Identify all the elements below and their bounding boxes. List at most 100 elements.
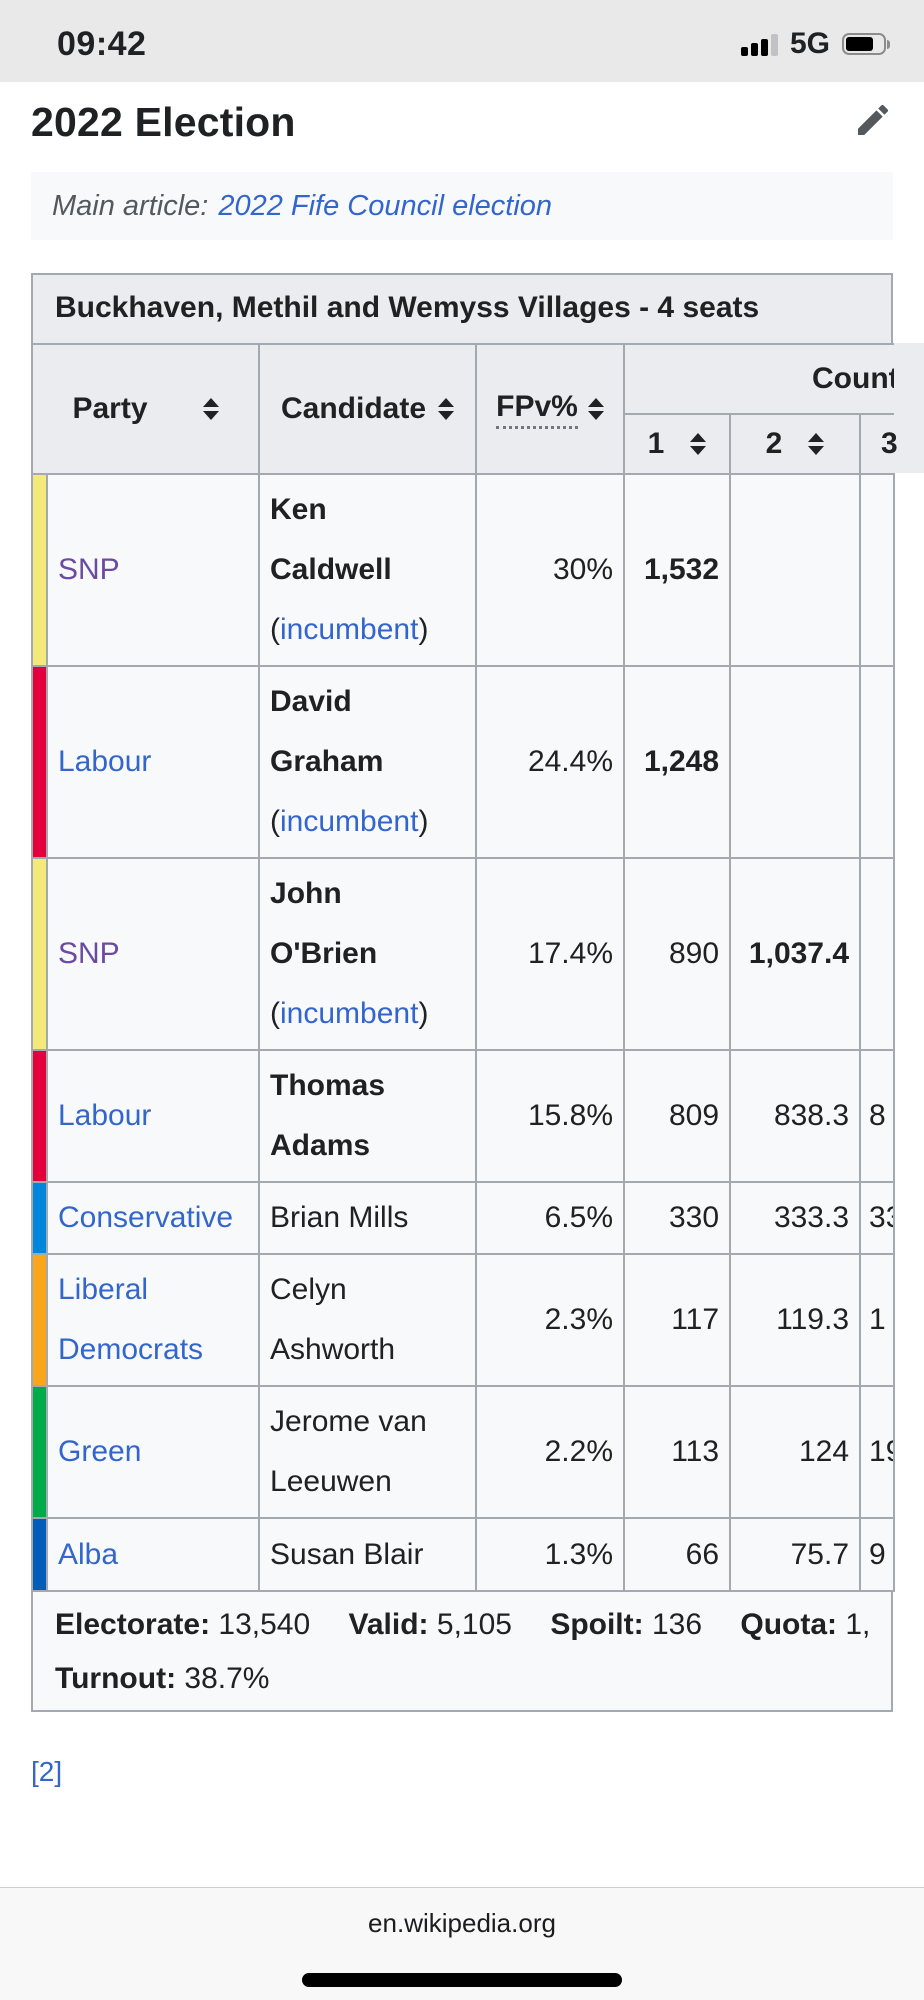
table-row: Labour Thomas Adams 15.8% 809 838.3 8 — [31, 1049, 896, 1183]
count3-value: 8 — [859, 1049, 896, 1183]
candidate-name: Brian Mills — [270, 1201, 409, 1234]
election-results-table: Buckhaven, Methil and Wemyss Villages - … — [30, 273, 924, 1712]
candidate-name: Ken Caldwell (incumbent) — [270, 493, 429, 646]
incumbent-link[interactable]: incumbent — [280, 997, 419, 1030]
count2-value: 75.7 — [729, 1517, 862, 1592]
section-header-2022: 2022 Election — [31, 98, 893, 146]
table-row: SNP John O'Brien (incumbent) 17.4% 890 1… — [31, 857, 896, 1051]
count3-value — [859, 473, 896, 667]
results-table: Party Candidate FPv% Count 1 2 — [30, 343, 924, 1592]
count2-value: 1,037.4 — [729, 857, 862, 1051]
candidate-name: Thomas Adams — [270, 1069, 386, 1162]
candidate-name: David Graham (incumbent) — [270, 685, 429, 838]
main-article-link[interactable]: 2022 Fife Council election — [218, 189, 553, 222]
column-header-count-1[interactable]: 1 — [623, 413, 732, 475]
sort-icon[interactable] — [587, 398, 604, 420]
incumbent-link[interactable]: incumbent — [280, 805, 419, 838]
column-header-count-3[interactable]: 3 — [859, 413, 924, 475]
party-link[interactable]: Labour — [58, 1099, 152, 1132]
party-link[interactable]: Conservative — [58, 1201, 234, 1234]
main-article-label: Main article: — [52, 189, 209, 222]
status-bar: 09:42 5G — [0, 0, 924, 82]
fpv-value: 24.4% — [475, 665, 626, 859]
incumbent-link[interactable]: incumbent — [280, 613, 419, 646]
sort-icon[interactable] — [690, 433, 707, 455]
count3-value — [859, 857, 896, 1051]
network-type-label: 5G — [789, 27, 830, 60]
party-color-bar — [31, 1181, 48, 1255]
edit-pencil-icon[interactable] — [853, 100, 893, 145]
table-footer: Electorate: 13,540 Valid: 5,105 Spoilt: … — [31, 1592, 893, 1712]
count2-value — [729, 473, 862, 667]
party-color-bar — [31, 857, 48, 1051]
column-header-party[interactable]: Party — [30, 343, 261, 475]
table-row: Alba Susan Blair 1.3% 66 75.7 9 — [31, 1517, 896, 1592]
party-color-bar — [31, 665, 48, 859]
candidate-name: Celyn Ashworth — [270, 1273, 396, 1366]
count3-value — [859, 665, 896, 859]
fpv-value: 30% — [475, 473, 626, 667]
count2-value: 119.3 — [729, 1253, 862, 1387]
count2-value — [729, 665, 862, 859]
fpv-value: 1.3% — [475, 1517, 626, 1592]
fpv-value: 15.8% — [475, 1049, 626, 1183]
party-color-bar — [31, 473, 48, 667]
count3-value: 33 — [859, 1181, 896, 1255]
count3-value: 1 — [859, 1253, 896, 1387]
table-caption: Buckhaven, Methil and Wemyss Villages - … — [31, 273, 893, 343]
column-header-fpv[interactable]: FPv% — [475, 343, 626, 475]
table-row: Conservative Brian Mills 6.5% 330 333.3 … — [31, 1181, 896, 1255]
column-header-candidate[interactable]: Candidate — [258, 343, 478, 475]
sort-icon[interactable] — [808, 433, 825, 455]
count1-value: 1,248 — [623, 665, 732, 859]
table-row: Labour David Graham (incumbent) 24.4% 1,… — [31, 665, 896, 859]
count2-value: 333.3 — [729, 1181, 862, 1255]
count1-value: 117 — [623, 1253, 732, 1387]
sort-icon[interactable] — [438, 398, 455, 420]
main-article-note: Main article: 2022 Fife Council election — [31, 172, 893, 240]
fpv-value: 2.2% — [475, 1385, 626, 1519]
count1-value: 1,532 — [623, 473, 732, 667]
party-link[interactable]: SNP — [58, 553, 120, 586]
party-link[interactable]: Liberal Democrats — [58, 1273, 204, 1366]
party-link[interactable]: SNP — [58, 937, 120, 970]
party-color-bar — [31, 1385, 48, 1519]
count1-value: 809 — [623, 1049, 732, 1183]
browser-bottom-bar: en.wikipedia.org — [0, 1887, 924, 2000]
table-row: SNP Ken Caldwell (incumbent) 30% 1,532 — [31, 473, 896, 667]
table-row: Green Jerome van Leeuwen 2.2% 113 124 19 — [31, 1385, 896, 1519]
count2-value: 838.3 — [729, 1049, 862, 1183]
count1-value: 66 — [623, 1517, 732, 1592]
count1-value: 890 — [623, 857, 732, 1051]
fpv-value: 2.3% — [475, 1253, 626, 1387]
fpv-value: 6.5% — [475, 1181, 626, 1255]
footer-stats-line: Electorate: 13,540 Valid: 5,105 Spoilt: … — [55, 1608, 871, 1641]
url-label[interactable]: en.wikipedia.org — [368, 1908, 556, 1938]
candidate-name: Susan Blair — [270, 1537, 424, 1571]
party-link[interactable]: Alba — [58, 1537, 119, 1571]
status-time: 09:42 — [57, 24, 147, 63]
party-link[interactable]: Labour — [58, 745, 152, 778]
sort-icon[interactable] — [202, 398, 219, 420]
signal-strength-icon — [740, 32, 778, 56]
home-indicator[interactable] — [302, 1973, 622, 1987]
reference-link[interactable]: [2] — [31, 1756, 63, 1787]
battery-icon — [842, 33, 890, 55]
page-heading-2022: 2022 Election — [31, 98, 296, 145]
fpv-value: 17.4% — [475, 857, 626, 1051]
party-color-bar — [31, 1253, 48, 1387]
count3-value: 19 — [859, 1385, 896, 1519]
candidate-name: John O'Brien (incumbent) — [270, 877, 429, 1030]
party-link[interactable]: Green — [58, 1435, 142, 1468]
count1-value: 113 — [623, 1385, 732, 1519]
candidate-name: Jerome van Leeuwen — [270, 1405, 427, 1498]
count2-value: 124 — [729, 1385, 862, 1519]
status-icons: 5G — [740, 27, 890, 61]
column-header-count-group: Count — [623, 343, 924, 416]
footer-turnout-line: Turnout: 38.7% — [55, 1662, 270, 1695]
column-header-count-2[interactable]: 2 — [729, 413, 862, 475]
count3-value: 9 — [859, 1517, 896, 1592]
party-color-bar — [31, 1517, 48, 1592]
table-row: Liberal Democrats Celyn Ashworth 2.3% 11… — [31, 1253, 896, 1387]
